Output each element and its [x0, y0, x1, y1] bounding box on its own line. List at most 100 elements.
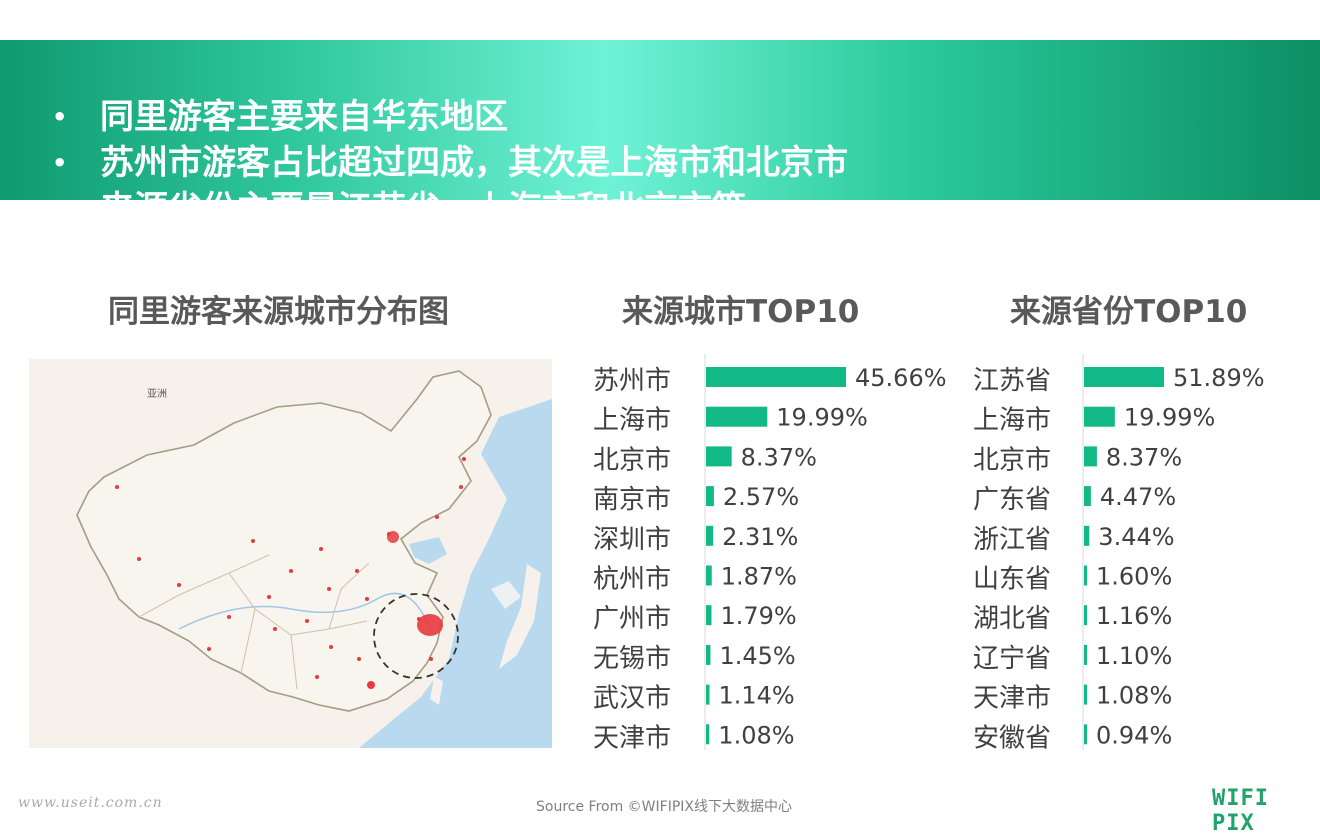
- value-label: 1.45%: [719, 642, 795, 670]
- category-label: 南京市: [593, 485, 671, 515]
- city-dot: [207, 647, 211, 651]
- city-top10-chart: 苏州市 45.66% 上海市 19.99% 北京市 8.37% 南京市 2.57% 深圳市 2.3…: [585, 350, 965, 755]
- finding-item: • 同里游客主要来自华东地区: [48, 94, 848, 140]
- data-bar: [706, 367, 846, 387]
- map-title: 同里游客来源城市分布图: [108, 294, 449, 330]
- city-dot: [315, 675, 319, 679]
- category-label: 苏州市: [593, 366, 671, 396]
- city-dot: [305, 619, 309, 623]
- data-bar: [1084, 724, 1087, 745]
- value-label: 1.87%: [721, 563, 797, 591]
- city-chart-title: 来源城市TOP10: [622, 294, 860, 330]
- value-label: 1.08%: [1096, 682, 1172, 710]
- wifipix-logo: WIFI PIX: [1212, 786, 1269, 836]
- data-bar: [706, 724, 710, 745]
- category-label: 上海市: [593, 406, 671, 436]
- value-label: 3.44%: [1098, 523, 1174, 551]
- category-label: 上海市: [973, 406, 1051, 436]
- value-label: 1.14%: [718, 682, 794, 710]
- city-dot: [327, 587, 331, 591]
- value-label: 45.66%: [855, 364, 947, 392]
- data-bar: [706, 486, 714, 507]
- category-label: 安徽省: [973, 723, 1051, 750]
- data-bar: [1084, 406, 1115, 427]
- value-label: 1.08%: [718, 721, 794, 749]
- category-label: 江苏省: [973, 366, 1051, 396]
- data-bar: [706, 684, 710, 705]
- city-dot: [429, 657, 433, 661]
- value-label: 4.47%: [1100, 483, 1176, 511]
- city-dot: [459, 485, 463, 489]
- city-dot: [329, 645, 333, 649]
- category-label: 湖北省: [973, 604, 1051, 634]
- china-map-graphic: 亚洲: [29, 359, 552, 748]
- header-banner: • 同里游客主要来自华东地区 • 苏州市游客占比超过四成，其次是上海市和北京市 • 来…: [0, 40, 1320, 229]
- key-findings-list: • 同里游客主要来自华东地区 • 苏州市游客占比超过四成，其次是上海市和北京市 • 来…: [48, 94, 848, 232]
- city-bar-chart: 苏州市 45.66% 上海市 19.99% 北京市 8.37% 南京市 2.57% 深圳市 2.3…: [593, 354, 947, 755]
- city-dot: [137, 557, 141, 561]
- city-dot: [365, 597, 369, 601]
- map-japan: [499, 564, 541, 669]
- value-label: 8.37%: [1106, 443, 1182, 471]
- city-dot: [273, 627, 277, 631]
- category-label: 天津市: [593, 723, 671, 750]
- data-bar: [706, 644, 711, 665]
- value-label: 19.99%: [1124, 404, 1216, 432]
- category-label: 杭州市: [593, 565, 671, 595]
- data-bar: [706, 565, 712, 586]
- province-top10-chart: 江苏省 51.89% 上海市 19.99% 北京市 8.37% 广东省 4.47% 浙江省 3.4…: [965, 350, 1285, 755]
- value-label: 0.94%: [1096, 721, 1172, 749]
- data-bar: [1084, 486, 1091, 507]
- value-label: 1.60%: [1096, 563, 1172, 591]
- data-bar: [1084, 446, 1097, 467]
- river-line: [178, 592, 432, 632]
- data-bar: [1084, 565, 1087, 586]
- city-dot: [357, 657, 361, 661]
- city-dot: [251, 539, 255, 543]
- data-bar: [1084, 525, 1090, 546]
- finding-item: • 来源省份主要是江苏省，上海市和北京市等: [48, 186, 848, 232]
- map-taiwan: [430, 677, 443, 705]
- city-dot: [319, 547, 323, 551]
- city-dot: [177, 583, 181, 587]
- watermark-text: www.useit.com.cn: [18, 795, 163, 811]
- value-label: 8.37%: [741, 443, 817, 471]
- china-map: 亚洲: [29, 359, 552, 748]
- province-borders: [138, 554, 370, 690]
- category-label: 辽宁省: [973, 644, 1051, 674]
- hotspot-beijing: [387, 531, 399, 543]
- data-bar: [706, 406, 768, 427]
- bullet-icon: •: [52, 195, 68, 223]
- province-chart-title: 来源省份TOP10: [1010, 294, 1248, 330]
- value-label: 2.31%: [722, 523, 798, 551]
- value-label: 1.79%: [720, 602, 796, 630]
- map-label-asia: 亚洲: [147, 388, 167, 400]
- china-border: [76, 370, 492, 712]
- data-bar: [1084, 684, 1087, 705]
- category-label: 武汉市: [593, 684, 671, 714]
- category-label: 深圳市: [593, 525, 671, 555]
- category-label: 山东省: [973, 565, 1051, 595]
- data-bar: [706, 525, 714, 546]
- category-label: 无锡市: [593, 644, 671, 674]
- hotspot-guangzhou: [367, 681, 375, 689]
- value-label: 1.16%: [1096, 602, 1172, 630]
- value-label: 2.57%: [723, 483, 799, 511]
- category-label: 北京市: [973, 445, 1051, 475]
- category-label: 广东省: [973, 485, 1051, 515]
- map-korea: [491, 581, 521, 609]
- city-dot: [355, 569, 359, 573]
- data-bar: [1084, 367, 1164, 387]
- data-bar: [706, 605, 712, 626]
- city-dot: [289, 569, 293, 573]
- category-label: 北京市: [593, 445, 671, 475]
- city-dot: [227, 615, 231, 619]
- city-dot: [115, 485, 119, 489]
- finding-text: 苏州市游客占比超过四成，其次是上海市和北京市: [100, 143, 848, 183]
- data-bar: [1084, 605, 1087, 626]
- data-bar: [706, 446, 732, 467]
- province-bar-chart: 江苏省 51.89% 上海市 19.99% 北京市 8.37% 广东省 4.47% 浙江省 3.4…: [973, 354, 1265, 755]
- hotspot-suzhou-shanghai: [417, 614, 443, 636]
- value-label: 19.99%: [776, 404, 868, 432]
- finding-item: • 苏州市游客占比超过四成，其次是上海市和北京市: [48, 140, 848, 186]
